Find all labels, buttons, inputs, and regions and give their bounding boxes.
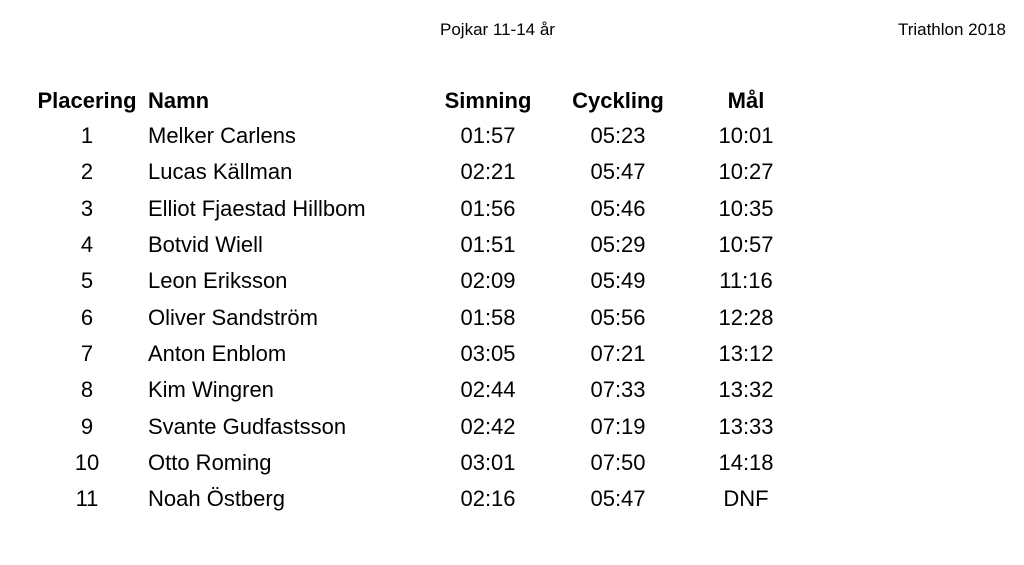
mal-cell: 10:35 bbox=[718, 195, 774, 221]
namn-cell: Leon Eriksson bbox=[148, 268, 288, 294]
namn-cell: Melker Carlens bbox=[148, 123, 296, 149]
simning-cell: 01:51 bbox=[460, 232, 516, 258]
simning-cell: 03:05 bbox=[460, 340, 516, 366]
simning-cell: 02:16 bbox=[460, 486, 516, 512]
results-table: Placering Namn Simning Cyckling Mål 1 Mel… bbox=[26, 84, 809, 517]
cyckling-cell: 07:33 bbox=[590, 377, 646, 403]
table-row: 10 Otto Roming 03:01 07:50 14:18 bbox=[26, 445, 809, 481]
placering-cell: 11 bbox=[75, 486, 99, 512]
cyckling-cell: 05:56 bbox=[590, 304, 646, 330]
simning-cell: 03:01 bbox=[460, 449, 516, 475]
mal-cell: 13:33 bbox=[718, 413, 774, 439]
table-row: 11 Noah Östberg 02:16 05:47 DNF bbox=[26, 481, 809, 517]
placering-cell: 7 bbox=[80, 340, 94, 366]
namn-cell: Kim Wingren bbox=[148, 377, 274, 403]
mal-cell: 10:57 bbox=[718, 232, 774, 258]
namn-cell: Botvid Wiell bbox=[148, 232, 263, 258]
results-body: 1 Melker Carlens 01:57 05:23 10:01 2 Lucas Käl… bbox=[26, 118, 809, 517]
cyckling-cell: 05:49 bbox=[590, 268, 646, 294]
simning-cell: 02:44 bbox=[460, 377, 516, 403]
simning-cell: 02:09 bbox=[460, 268, 516, 294]
placering-cell: 8 bbox=[80, 377, 94, 403]
namn-cell: Otto Roming bbox=[148, 449, 272, 475]
simning-cell: 01:57 bbox=[460, 123, 516, 149]
namn-cell: Lucas Källman bbox=[148, 159, 293, 185]
mal-cell: 13:12 bbox=[718, 340, 774, 366]
namn-cell: Noah Östberg bbox=[148, 486, 285, 512]
table-row: 6 Oliver Sandström 01:58 05:56 12:28 bbox=[26, 299, 809, 335]
simning-cell: 02:42 bbox=[460, 413, 516, 439]
table-row: 7 Anton Enblom 03:05 07:21 13:12 bbox=[26, 336, 809, 372]
placering-cell: 10 bbox=[74, 449, 100, 475]
column-header-simning: Simning bbox=[444, 88, 532, 113]
simning-cell: 02:21 bbox=[460, 159, 516, 185]
placering-cell: 6 bbox=[80, 304, 94, 330]
cyckling-cell: 07:19 bbox=[590, 413, 646, 439]
column-header-namn: Namn bbox=[148, 88, 210, 113]
mal-cell: 11:16 bbox=[719, 268, 773, 294]
placering-cell: 1 bbox=[80, 123, 94, 149]
cyckling-cell: 05:47 bbox=[590, 159, 646, 185]
placering-cell: 5 bbox=[80, 268, 94, 294]
cyckling-cell: 05:46 bbox=[590, 195, 646, 221]
category-subtitle: Pojkar 11-14 år bbox=[440, 20, 555, 39]
table-row: 1 Melker Carlens 01:57 05:23 10:01 bbox=[26, 118, 809, 154]
cyckling-cell: 05:23 bbox=[590, 123, 646, 149]
table-row: 3 Elliot Fjaestad Hillbom 01:56 05:46 10:35 bbox=[26, 191, 809, 227]
namn-cell: Anton Enblom bbox=[148, 340, 287, 366]
cyckling-cell: 05:47 bbox=[590, 486, 646, 512]
namn-cell: Svante Gudfastsson bbox=[148, 413, 347, 439]
table-row: 4 Botvid Wiell 01:51 05:29 10:57 bbox=[26, 227, 809, 263]
cyckling-cell: 07:50 bbox=[590, 449, 646, 475]
placering-cell: 4 bbox=[80, 232, 94, 258]
namn-cell: Elliot Fjaestad Hillbom bbox=[148, 195, 366, 221]
cyckling-cell: 07:21 bbox=[590, 340, 646, 366]
document-title: Triathlon 2018 bbox=[897, 20, 1006, 39]
column-header-placering: Placering bbox=[37, 88, 137, 113]
placering-cell: 9 bbox=[80, 413, 94, 439]
table-row: 5 Leon Eriksson 02:09 05:49 11:16 bbox=[26, 263, 809, 299]
mal-cell: 12:28 bbox=[718, 304, 774, 330]
table-row: 8 Kim Wingren 02:44 07:33 13:32 bbox=[26, 372, 809, 408]
column-header-cyckling: Cyckling bbox=[572, 88, 664, 113]
table-header-row: Placering Namn Simning Cyckling Mål bbox=[26, 84, 809, 118]
mal-cell: 10:27 bbox=[718, 159, 774, 185]
table-row: 2 Lucas Källman 02:21 05:47 10:27 bbox=[26, 154, 809, 190]
simning-cell: 01:58 bbox=[460, 304, 516, 330]
mal-cell: 10:01 bbox=[718, 123, 774, 149]
column-header-mal: Mål bbox=[727, 88, 765, 113]
mal-cell: 13:32 bbox=[718, 377, 774, 403]
mal-cell: 14:18 bbox=[718, 449, 774, 475]
table-row: 9 Svante Gudfastsson 02:42 07:19 13:33 bbox=[26, 408, 809, 444]
simning-cell: 01:56 bbox=[460, 195, 516, 221]
placering-cell: 2 bbox=[80, 159, 94, 185]
cyckling-cell: 05:29 bbox=[590, 232, 646, 258]
mal-cell: DNF bbox=[723, 486, 769, 512]
placering-cell: 3 bbox=[80, 195, 94, 221]
namn-cell: Oliver Sandström bbox=[148, 304, 318, 330]
